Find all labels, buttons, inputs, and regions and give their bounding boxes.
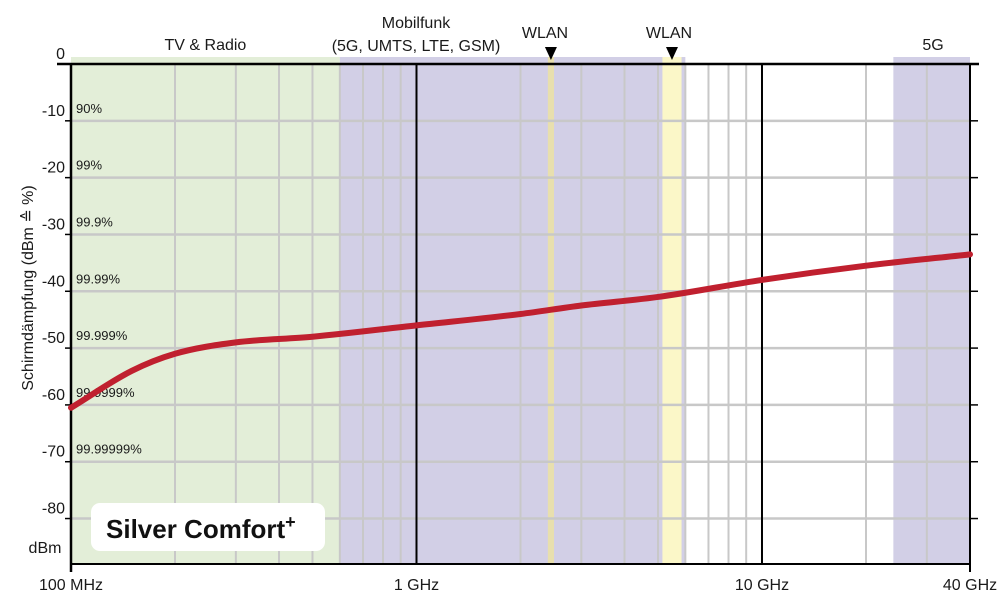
band-label-mobilfunk: Mobilfunk bbox=[382, 15, 451, 32]
brand-badge-box bbox=[91, 503, 325, 551]
x-tick-label: 10 GHz bbox=[735, 577, 789, 594]
y-tick-labels: 0 -10 -20 -30 -40 -50 -60 -70 -80 bbox=[42, 46, 65, 518]
band-label-tv-radio: TV & Radio bbox=[165, 37, 247, 54]
band-wlan-2 bbox=[662, 57, 682, 564]
y-tick-label: -70 bbox=[42, 444, 65, 461]
brand-name: Silver Comfort+ bbox=[106, 512, 296, 544]
band-label-5g-high: 5G bbox=[922, 37, 943, 54]
frequency-bands bbox=[71, 57, 970, 564]
x-tick-label: 40 GHz bbox=[943, 577, 997, 594]
y-unit-label: dBm bbox=[29, 540, 62, 557]
band-marker-wlan-2 bbox=[665, 47, 678, 60]
minor-gridlines bbox=[71, 64, 970, 564]
x-tick-label: 100 MHz bbox=[39, 577, 103, 594]
band-tv-radio bbox=[71, 57, 340, 564]
y-tick-label: -30 bbox=[42, 216, 65, 233]
series-layer bbox=[68, 251, 973, 411]
band-label-wlan-2: WLAN bbox=[646, 25, 692, 42]
percent-label: 90% bbox=[76, 101, 102, 116]
y-tick-label: -50 bbox=[42, 330, 65, 347]
band-5g-high bbox=[893, 57, 970, 564]
y-tick-label: -60 bbox=[42, 387, 65, 404]
percent-label: 99.99999% bbox=[76, 442, 142, 457]
brand-badge: Silver Comfort+ bbox=[91, 503, 325, 551]
y-tick-label: -10 bbox=[42, 103, 65, 120]
percent-labels: 90%99%99.9%99.99%99.999%99.9999%99.99999… bbox=[76, 101, 142, 457]
band-labels: TV & Radio Mobilfunk (5G, UMTS, LTE, GSM) W… bbox=[165, 15, 944, 60]
band-marker-wlan-1 bbox=[544, 47, 557, 60]
y-tick-label: 0 bbox=[56, 46, 65, 63]
major-gridlines bbox=[57, 62, 979, 572]
percent-label: 99.999% bbox=[76, 328, 128, 343]
y-tick-label: -40 bbox=[42, 273, 65, 290]
x-tick-label: 1 GHz bbox=[394, 577, 439, 594]
band-mobilfunk bbox=[339, 57, 686, 564]
y-tick-label: -80 bbox=[42, 501, 65, 518]
brand-superscript: + bbox=[285, 512, 296, 532]
x-tick-labels: 100 MHz 1 GHz 10 GHz 40 GHz bbox=[39, 577, 997, 594]
attenuation-curve bbox=[68, 251, 973, 411]
percent-label: 99.9% bbox=[76, 214, 113, 229]
y-tick-label: -20 bbox=[42, 160, 65, 177]
band-label-mobilfunk: (5G, UMTS, LTE, GSM) bbox=[332, 38, 501, 55]
y-axis-label: Schirmdämpfung (dBm ≙ %) bbox=[20, 185, 37, 390]
band-label-wlan-1: WLAN bbox=[522, 25, 568, 42]
percent-label: 99% bbox=[76, 158, 102, 173]
brand-name-text: Silver Comfort bbox=[106, 514, 285, 544]
percent-label: 99.99% bbox=[76, 271, 121, 286]
